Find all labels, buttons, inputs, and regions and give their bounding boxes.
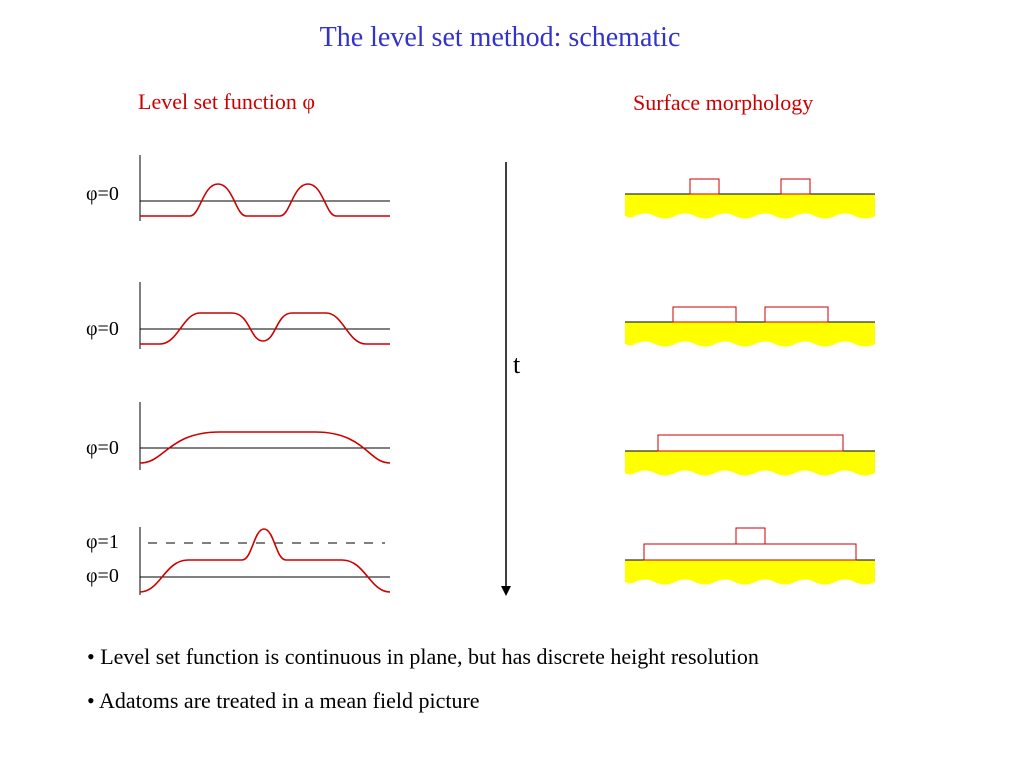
bullet-point: • Level set function is continuous in pl… — [87, 644, 759, 669]
phi-zero-label-2: φ=0 — [86, 318, 119, 340]
time-axis-label: t — [513, 350, 521, 379]
adatom-island — [689, 178, 720, 195]
phi-zero-label-1: φ=0 — [86, 183, 119, 205]
adatom-island — [672, 306, 737, 323]
slide-title: The level set method: schematic — [319, 22, 681, 53]
surface-morphology-3 — [625, 434, 875, 476]
surface-morphology-header: Surface morphology — [633, 90, 814, 115]
phi-zero-label-4: φ=0 — [86, 565, 119, 587]
plot-3-curve — [139, 431, 391, 464]
plot-1-curve — [140, 183, 390, 217]
level-set-schematic — [139, 155, 875, 596]
adatom-island-layer-1 — [643, 543, 857, 561]
bullet-point: • Adatoms are treated in a mean field pi… — [87, 688, 480, 713]
level-set-plot-4 — [139, 527, 391, 595]
level-set-plot-3 — [139, 402, 391, 470]
adatom-island — [657, 434, 844, 452]
adatom-island — [780, 178, 811, 195]
adatom-island — [764, 306, 829, 323]
surface-morphology-4 — [625, 527, 875, 585]
phi-one-label-4: φ=1 — [86, 531, 119, 553]
level-set-plot-2 — [139, 282, 390, 349]
surface-morphology-2 — [625, 306, 875, 347]
time-arrow — [501, 162, 511, 596]
level-set-plot-1 — [139, 155, 390, 221]
adatom-island-layer-2 — [735, 527, 766, 545]
level-set-header: Level set function φ — [138, 89, 316, 114]
phi-zero-label-3: φ=0 — [86, 437, 119, 459]
plot-4-curve — [139, 528, 391, 593]
surface-morphology-1 — [625, 178, 875, 219]
plot-2-curve — [140, 312, 390, 345]
